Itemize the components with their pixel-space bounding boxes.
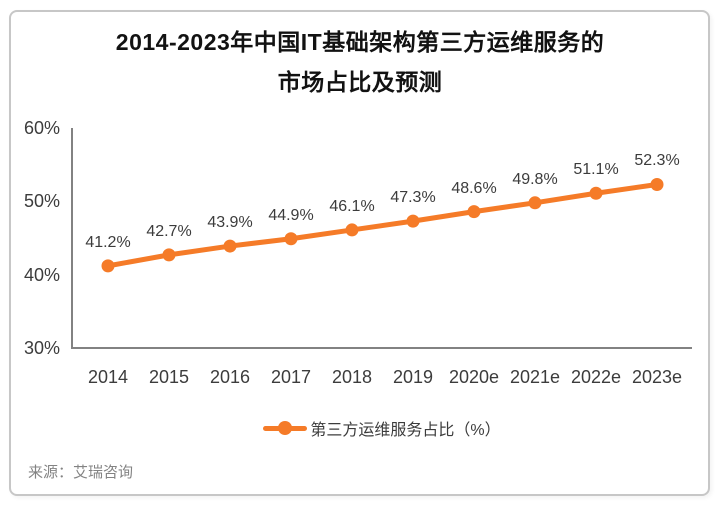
data-point [589,186,603,200]
y-tick-label: 60% [23,118,60,138]
x-tick-label: 2020e [448,367,500,387]
chart-title-line1: 2014-2023年中国IT基础架构第三方运维服务的 [115,29,605,55]
point-value-label: 48.6% [451,179,497,197]
point-value-label: 51.1% [573,161,619,179]
x-tick-label: 2014 [87,367,129,387]
chart-title-line2: 市场占比及预测 [277,69,443,95]
point-value-label: 42.7% [146,222,192,240]
x-tick-label: 2018 [331,367,373,387]
y-tick-label: 30% [23,338,60,358]
y-tick-label: 50% [23,191,60,212]
legend-label: 第三方运维服务占比（%） [310,422,501,439]
series-line [105,181,660,269]
data-point [345,223,359,237]
data-point [406,214,420,228]
x-tick-label: 2022e [570,367,622,387]
data-point [284,232,298,246]
x-tick-label: 2021e [509,367,561,387]
data-point [650,177,664,191]
point-value-label: 41.2% [85,233,131,251]
y-tick-label: 40% [23,264,60,285]
source-note: 来源：艾瑞咨询 [28,464,134,481]
point-value-label: 52.3% [634,152,680,170]
point-value-label: 44.9% [268,206,314,224]
data-point [223,239,237,253]
x-tick-label: 2015 [148,367,190,387]
point-value-label: 46.1% [329,197,375,215]
chart-title: 2014-2023年中国IT基础架构第三方运维服务的 市场占比及预测 [0,22,720,102]
legend-line-icon [263,421,308,435]
legend: 第三方运维服务占比（%） [72,416,692,440]
x-tick-label: 2016 [209,367,251,387]
legend-dot-icon [278,421,293,435]
point-value-label: 49.8% [512,170,558,188]
x-tick-label: 2023e [631,367,683,387]
data-point [101,259,115,273]
data-point [162,248,176,262]
data-point [528,196,542,210]
x-tick-label: 2019 [392,367,434,387]
point-value-label: 47.3% [390,189,436,207]
data-point [467,205,481,219]
chart-card [9,10,710,496]
point-value-label: 43.9% [207,214,253,232]
x-tick-label: 2017 [270,367,312,387]
